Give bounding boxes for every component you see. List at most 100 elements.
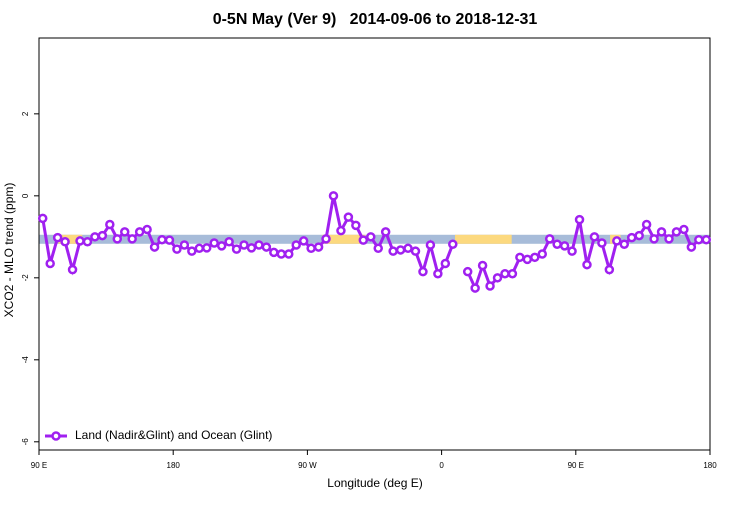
x-tick-label: 90 E	[31, 461, 47, 470]
data-point	[172, 244, 182, 254]
data-point	[60, 236, 70, 247]
data-point	[425, 240, 436, 250]
data-point	[597, 238, 607, 248]
data-point	[530, 252, 540, 263]
data-point	[559, 241, 570, 251]
data-point	[515, 252, 525, 263]
data-point	[522, 254, 533, 265]
data-point	[134, 227, 145, 237]
data-point	[388, 246, 398, 256]
data-point	[67, 264, 78, 275]
data-point	[328, 191, 339, 201]
data-point	[694, 234, 704, 245]
data-point	[246, 243, 257, 253]
data-point	[448, 239, 458, 249]
data-point	[477, 260, 488, 271]
data-point	[127, 234, 137, 244]
data-point	[492, 273, 503, 283]
x-tick-label: 0	[439, 461, 444, 470]
data-point	[604, 264, 615, 275]
band-highlight	[58, 234, 83, 244]
data-point	[313, 242, 324, 252]
band-highlight	[455, 234, 512, 244]
data-point	[574, 214, 585, 225]
data-point	[351, 220, 361, 231]
data-point	[343, 212, 354, 222]
data-point	[671, 227, 682, 237]
data-point	[149, 242, 160, 252]
legend-marker	[51, 431, 61, 441]
x-tick-label: 180	[167, 461, 181, 470]
y-tick-label: -4	[21, 356, 30, 364]
data-point	[686, 242, 697, 252]
data-point	[179, 240, 190, 250]
data-point	[276, 249, 287, 259]
data-point	[105, 219, 115, 230]
data-point	[589, 232, 600, 242]
data-point	[97, 230, 108, 241]
data-point	[194, 243, 205, 254]
data-point	[485, 281, 495, 291]
data-point	[269, 247, 279, 258]
data-point	[544, 234, 555, 244]
data-point	[284, 249, 294, 259]
y-tick-label: -6	[21, 438, 30, 446]
data-point	[291, 240, 301, 250]
data-point	[433, 268, 443, 279]
data-point	[157, 234, 167, 245]
data-point	[298, 236, 309, 246]
data-point	[537, 249, 547, 259]
band-highlight	[322, 234, 366, 244]
data-point	[440, 258, 451, 269]
x-tick-label: 180	[703, 461, 717, 470]
data-point	[507, 268, 518, 279]
data-point	[164, 235, 175, 245]
x-axis-label: Longitude (deg E)	[327, 476, 422, 490]
data-point	[142, 224, 152, 235]
data-point	[239, 240, 249, 250]
data-point	[45, 258, 55, 269]
data-point	[567, 246, 577, 256]
data-point	[373, 243, 383, 254]
data-point	[619, 239, 630, 249]
data-point	[418, 266, 428, 277]
data-point	[641, 219, 652, 230]
data-point	[112, 234, 123, 244]
data-point	[664, 234, 674, 244]
y-tick-label: 0	[21, 193, 30, 198]
data-point	[582, 259, 592, 270]
data-point	[119, 227, 130, 237]
data-point	[552, 239, 562, 249]
data-point	[410, 246, 421, 256]
data-point	[366, 232, 376, 242]
x-tick-label: 90 W	[298, 461, 317, 470]
data-point	[679, 224, 689, 235]
data-point	[82, 236, 93, 247]
data-point	[254, 240, 264, 250]
y-tick-label: 2	[21, 111, 30, 116]
data-point	[701, 234, 712, 245]
data-point	[470, 283, 480, 293]
data-point	[306, 243, 316, 254]
data-point	[634, 230, 644, 241]
y-axis-label: XCO2 - MLO trend (ppm)	[2, 183, 16, 318]
legend-label: Land (Nadir&Glint) and Ocean (Glint)	[75, 428, 272, 442]
data-point	[626, 232, 637, 243]
data-point	[358, 235, 369, 245]
data-point	[224, 236, 234, 247]
data-point	[500, 268, 510, 279]
data-point	[462, 266, 473, 277]
data-point	[37, 213, 48, 224]
data-point	[90, 232, 100, 242]
x-tick-label: 90 E	[568, 461, 584, 470]
plot-frame	[38, 37, 711, 451]
data-point	[336, 225, 346, 236]
y-tick-label: -2	[21, 274, 30, 282]
data-point	[649, 234, 659, 244]
data-point	[52, 232, 63, 243]
chart-title: 0-5N May (Ver 9) 2014-09-06 to 2018-12-3…	[213, 11, 538, 28]
data-point	[395, 245, 406, 255]
data-point	[187, 246, 197, 256]
data-point	[612, 236, 622, 246]
